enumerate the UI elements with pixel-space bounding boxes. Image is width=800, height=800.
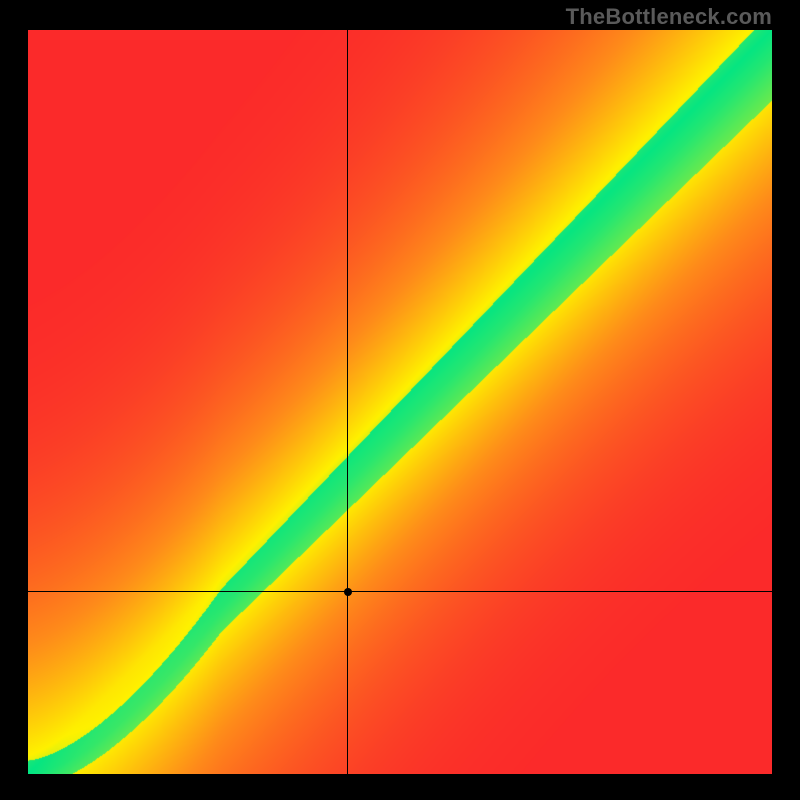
crosshair-dot (344, 588, 352, 596)
chart-outer: TheBottleneck.com (0, 0, 800, 800)
watermark-text: TheBottleneck.com (566, 4, 772, 30)
crosshair-horizontal (28, 591, 772, 592)
heatmap-canvas (28, 30, 772, 774)
heatmap-plot (28, 30, 772, 774)
crosshair-vertical (347, 30, 348, 774)
